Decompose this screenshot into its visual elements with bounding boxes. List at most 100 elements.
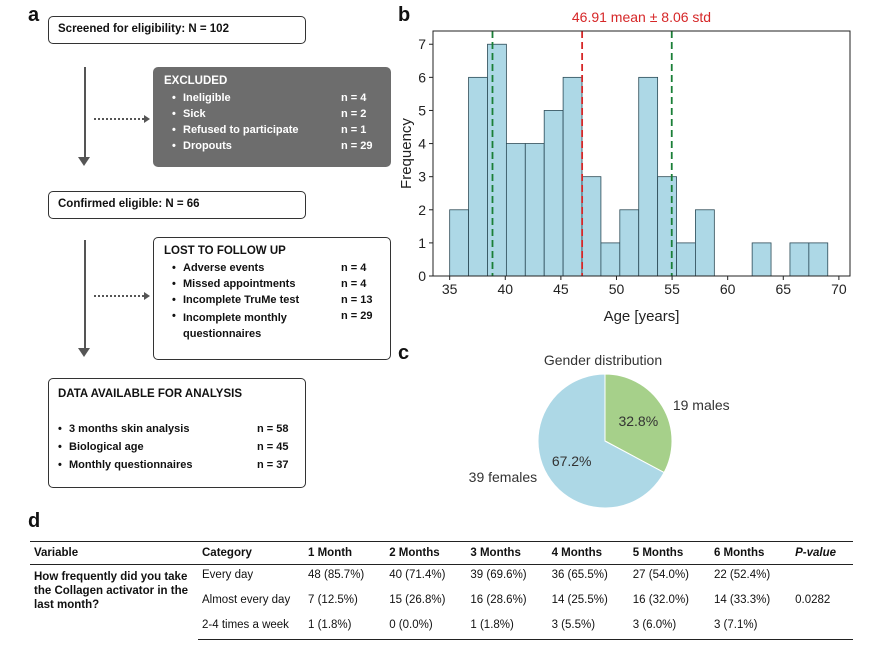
lost-item-value: n = 4 <box>341 278 367 290</box>
histogram-bar <box>505 143 526 277</box>
x-tick-label: 70 <box>831 281 847 297</box>
header-month-1: 1 Month <box>304 541 386 565</box>
y-tick-label: 3 <box>418 169 426 185</box>
header-month-5: 5 Months <box>628 541 710 565</box>
x-tick-label: 40 <box>497 281 513 297</box>
histogram-bar <box>619 209 640 277</box>
histogram-bar <box>468 76 488 277</box>
lost-item-value: n = 4 <box>341 262 367 274</box>
lost-item-label: Incomplete TruMe test <box>183 294 300 306</box>
excluded-item-label: Dropouts <box>183 140 232 152</box>
flow-arrowhead-2 <box>78 348 90 357</box>
header-category: Category <box>198 541 304 565</box>
x-tick-label: 55 <box>664 281 680 297</box>
questionnaire-table: Variable Category 1 Month 2 Months 3 Mon… <box>30 541 853 640</box>
bullet: • <box>172 294 176 306</box>
y-tick-label: 6 <box>418 69 426 85</box>
category-cell: Almost every day <box>202 594 291 606</box>
value-cell: 1 (1.8%) <box>304 615 386 640</box>
analysis-item-value: n = 45 <box>257 441 289 453</box>
flow-arrow-line-2 <box>84 240 86 348</box>
confirmed-box: Confirmed eligible: N = 66 <box>48 191 306 219</box>
p-value-empty <box>791 565 853 586</box>
histogram-bar <box>562 76 583 277</box>
value-cell: 3 (6.0%) <box>628 615 710 640</box>
pie-slice-label: 19 males <box>673 397 730 413</box>
bullet: • <box>172 310 176 322</box>
x-tick-label: 60 <box>720 281 736 297</box>
bullet: • <box>58 459 62 471</box>
screened-text: Screened for eligibility: N = 102 <box>58 23 229 35</box>
x-tick-label: 50 <box>609 281 625 297</box>
panel-letter-a: a <box>28 4 40 26</box>
histogram-bar <box>487 43 507 277</box>
lost-item-label: Missed appointments <box>183 278 296 290</box>
y-tick-label: 2 <box>418 202 426 218</box>
table-row: Almost every day 7 (12.5%) 15 (26.8%) 16… <box>30 585 853 615</box>
bullet: • <box>58 423 62 435</box>
p-value-cell: 0.0282 <box>795 594 831 606</box>
excluded-item-value: n = 1 <box>341 124 367 136</box>
x-tick-label: 35 <box>442 281 458 297</box>
excluded-item-value: n = 4 <box>341 92 367 104</box>
histogram-bar <box>751 242 772 277</box>
analysis-box: DATA AVAILABLE FOR ANALYSIS • 3 months s… <box>48 378 306 488</box>
dotted-arrowhead-lost <box>144 292 150 300</box>
value-cell: 1 (1.8%) <box>466 615 548 640</box>
histogram-bar <box>449 209 469 277</box>
panel-letter-c: c <box>398 342 410 364</box>
bullet: • <box>58 441 62 453</box>
pie-title: Gender distribution <box>544 352 662 368</box>
analysis-item-label: 3 months skin analysis <box>69 423 190 435</box>
excluded-item-value: n = 29 <box>341 140 373 152</box>
excluded-box: EXCLUDED • Ineligible n = 4 • Sick n = 2… <box>153 67 391 167</box>
variable-cell: How frequently did you take the Collagen… <box>34 571 188 611</box>
y-tick-label: 7 <box>418 36 426 52</box>
value-cell: 16 (32.0%) <box>632 594 690 606</box>
lost-to-follow-up-box: LOST TO FOLLOW UP • Adverse events n = 4… <box>153 237 391 360</box>
value-cell: 3 (7.1%) <box>709 615 792 640</box>
value-cell: 27 (54.0%) <box>632 569 690 581</box>
panel-letter-d: d <box>28 510 41 532</box>
analysis-item-label: Biological age <box>69 441 144 453</box>
excluded-title: EXCLUDED <box>164 75 228 87</box>
flow-arrow-line-1 <box>84 67 86 157</box>
bullet: • <box>172 278 176 290</box>
bullet: • <box>172 92 176 104</box>
pie-pct-label: 32.8% <box>618 413 658 429</box>
bullet: • <box>172 140 176 152</box>
header-month-4: 4 Months <box>547 541 629 565</box>
histogram-bar <box>524 143 545 277</box>
analysis-item-value: n = 58 <box>257 423 289 435</box>
analysis-item-label: Monthly questionnaires <box>69 459 193 471</box>
confirmed-text: Confirmed eligible: N = 66 <box>58 198 200 210</box>
dotted-connector-lost <box>94 295 144 297</box>
y-tick-label: 0 <box>418 268 426 284</box>
bullet: • <box>172 262 176 274</box>
bullet: • <box>172 124 176 136</box>
pie-slice <box>604 373 673 474</box>
table-row: How frequently did you take the Collagen… <box>30 565 853 611</box>
value-cell: 40 (71.4%) <box>389 569 446 581</box>
histogram-bar <box>638 76 659 277</box>
histogram-title: 46.91 mean ± 8.06 std <box>572 9 711 25</box>
value-cell: 7 (12.5%) <box>308 594 358 606</box>
pie-slice-label: 39 females <box>469 469 537 485</box>
dotted-arrowhead-excluded <box>144 115 150 123</box>
value-cell: 16 (28.6%) <box>470 594 527 606</box>
header-variable: Variable <box>30 541 198 565</box>
category-cell: 2-4 times a week <box>198 615 304 640</box>
histogram-bar <box>695 209 715 277</box>
lost-item-label: Incomplete monthly questionnaires <box>183 312 287 340</box>
x-tick-label: 45 <box>553 281 569 297</box>
histogram-bar <box>543 110 564 277</box>
header-month-3: 3 Months <box>466 541 548 565</box>
excluded-item-label: Ineligible <box>183 92 231 104</box>
lost-item-value: n = 29 <box>341 310 373 322</box>
y-tick-label: 5 <box>418 102 426 118</box>
category-cell: Every day <box>202 569 254 581</box>
lost-item-label: Adverse events <box>183 262 265 274</box>
value-cell: 14 (33.3%) <box>713 594 771 606</box>
excluded-item-label: Refused to participate <box>183 124 299 136</box>
flow-arrowhead-1 <box>78 157 90 166</box>
